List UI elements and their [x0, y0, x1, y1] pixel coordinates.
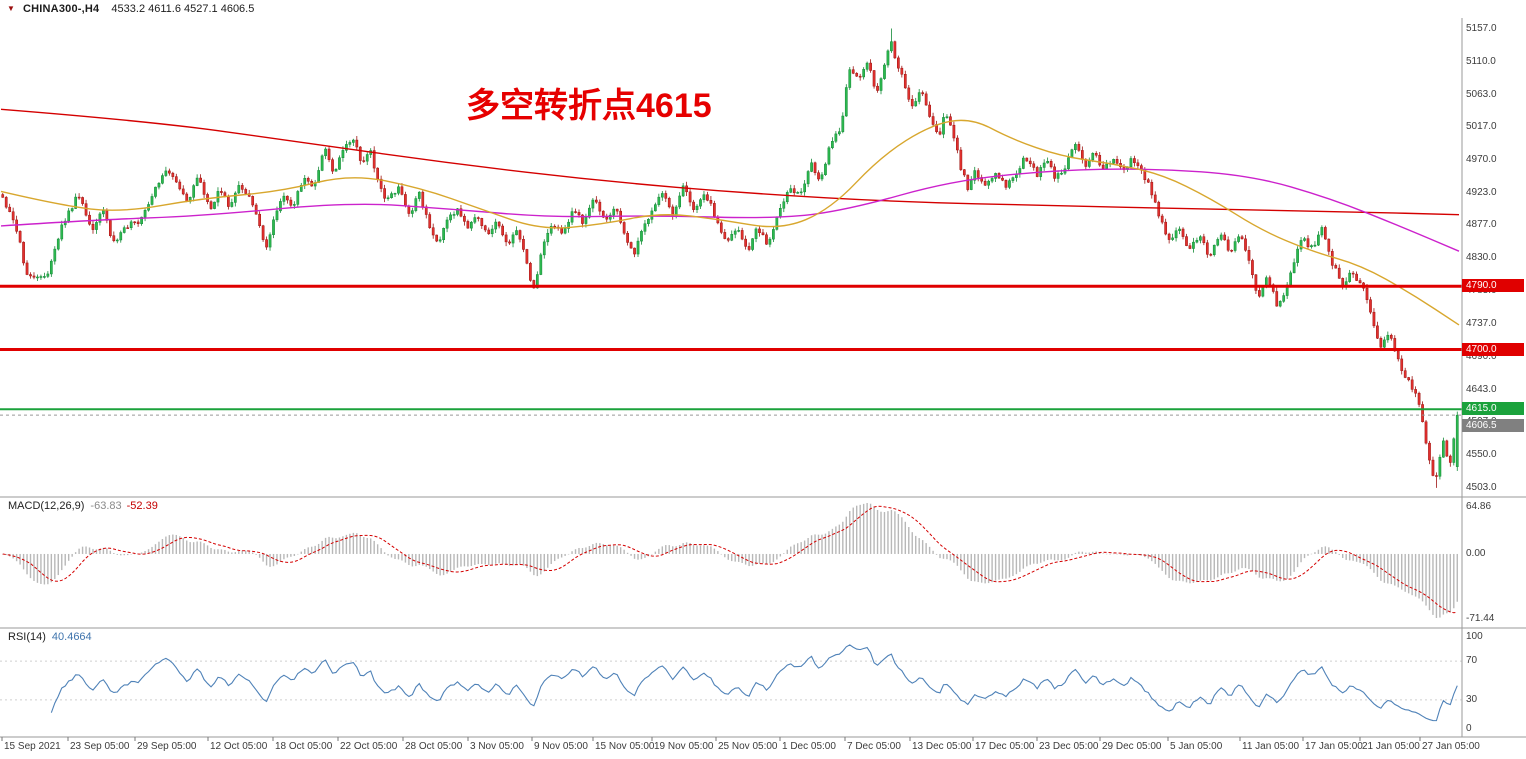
price-tick-label: 5157.0 [1466, 22, 1497, 34]
time-axis-label: 15 Sep 2021 [4, 741, 61, 752]
chart-header: ▼ CHINA300-,H4 4533.2 4611.6 4527.1 4606… [0, 0, 254, 18]
time-axis-label: 15 Nov 05:00 [595, 741, 655, 752]
price-level-badge: 4700.0 [1462, 342, 1524, 356]
time-axis-label: 27 Jan 05:00 [1422, 741, 1480, 752]
time-axis-label: 23 Dec 05:00 [1039, 741, 1099, 752]
price-tick-label: 5110.0 [1466, 55, 1496, 67]
price-tick-label: 4830.0 [1466, 252, 1497, 264]
price-tick-label: 5017.0 [1466, 120, 1497, 132]
annotation-text[interactable]: 多空转折点4615 [466, 87, 712, 125]
price-level-badge: 4790.0 [1462, 279, 1524, 293]
time-axis-label: 21 Jan 05:00 [1362, 741, 1420, 752]
time-axis-label: 3 Nov 05:00 [470, 741, 524, 752]
symbol-marker-icon: ▼ [7, 4, 15, 13]
price-tick-label: 4923.0 [1466, 186, 1497, 198]
time-axis-label: 12 Oct 05:00 [210, 741, 268, 752]
time-axis-label: 29 Sep 05:00 [137, 741, 197, 752]
macd-indicator-label: MACD(12,26,9) -63.83 -52.39 [8, 500, 158, 512]
time-axis-label: 7 Dec 05:00 [847, 741, 901, 752]
price-tick-label: 4643.0 [1466, 383, 1497, 395]
price-level-badge: 4615.0 [1462, 402, 1524, 416]
time-axis-label: 1 Dec 05:00 [782, 741, 836, 752]
macd-axis-label: -71.44 [1466, 613, 1495, 624]
rsi-axis-label: 30 [1466, 693, 1478, 705]
macd-signal-value: -52.39 [126, 500, 158, 512]
price-tick-label: 4877.0 [1466, 219, 1497, 231]
rsi-value: 40.4664 [51, 631, 92, 643]
price-tick-label: 5063.0 [1466, 88, 1497, 100]
time-axis-label: 18 Oct 05:00 [275, 741, 333, 752]
symbol-title: CHINA300-,H4 [22, 3, 100, 15]
rsi-name: RSI(14) [8, 631, 46, 643]
price-tick-label: 4737.0 [1466, 317, 1497, 329]
rsi-axis-label: 100 [1466, 631, 1483, 642]
time-axis-label: 23 Sep 05:00 [70, 741, 130, 752]
time-axis-label: 11 Jan 05:00 [1242, 741, 1300, 752]
rsi-axis-label: 70 [1466, 655, 1478, 667]
time-axis-label: 25 Nov 05:00 [718, 741, 778, 752]
time-axis-label: 17 Jan 05:00 [1305, 741, 1363, 752]
time-axis-label: 22 Oct 05:00 [340, 741, 398, 752]
price-tick-label: 4503.0 [1466, 481, 1497, 493]
time-axis-label: 29 Dec 05:00 [1102, 741, 1162, 752]
time-axis-label: 19 Nov 05:00 [654, 741, 714, 752]
macd-axis-label: 0.00 [1466, 547, 1486, 559]
price-tick-label: 4970.0 [1466, 153, 1497, 165]
time-axis-label: 17 Dec 05:00 [975, 741, 1035, 752]
macd-main-value: -63.83 [90, 500, 122, 512]
macd-axis-label: 64.86 [1466, 501, 1492, 512]
time-axis-label: 13 Dec 05:00 [912, 741, 972, 752]
current-price-badge: 4606.5 [1462, 419, 1524, 433]
time-axis-label: 5 Jan 05:00 [1170, 741, 1223, 752]
time-axis-label: 28 Oct 05:00 [405, 741, 463, 752]
price-tick-label: 4550.0 [1466, 448, 1497, 460]
time-axis-label: 9 Nov 05:00 [534, 741, 588, 752]
quote-ohlc: 4533.2 4611.6 4527.1 4606.5 [111, 3, 255, 15]
price-tick-label: 4690.0 [1466, 350, 1497, 362]
rsi-axis-label: 0 [1466, 723, 1472, 734]
macd-name: MACD(12,26,9) [8, 500, 85, 512]
rsi-indicator-label: RSI(14) 40.4664 [8, 631, 92, 643]
